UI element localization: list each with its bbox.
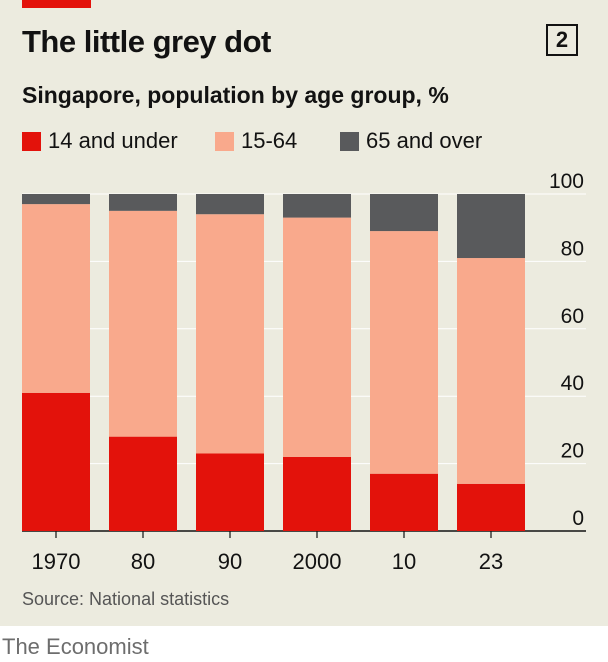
x-axis-tick-labels: 1970 80 90 2000 10 23 <box>32 531 503 574</box>
stacked-bar-chart: 0 20 40 60 80 100 1970 80 90 2000 10 23 <box>22 170 586 574</box>
chart-title: The little grey dot <box>22 24 271 59</box>
bar-2000-65-and-over <box>283 194 351 218</box>
legend-label-65-and-over: 65 and over <box>366 128 483 153</box>
bar-90-15-64 <box>196 214 264 454</box>
bar-10-65-and-over <box>370 194 438 232</box>
bar-80-65-and-over <box>109 194 177 211</box>
x-tick-label-2000: 2000 <box>293 549 342 574</box>
bar-1970-15-64 <box>22 204 90 393</box>
legend-label-under-14: 14 and under <box>48 128 178 153</box>
legend-label-15-64: 15-64 <box>241 128 298 153</box>
y-tick-label-40: 40 <box>561 372 584 395</box>
legend-item-under-14: 14 and under <box>22 128 178 154</box>
x-tick-label-23: 23 <box>479 549 503 574</box>
bar-2000-14-and-under <box>283 456 351 531</box>
bar-90-14-and-under <box>196 453 264 531</box>
y-tick-label-60: 60 <box>561 305 584 328</box>
y-tick-label-20: 20 <box>561 440 584 463</box>
legend-item-65-and-over: 65 and over <box>340 128 482 154</box>
bar-1970-65-and-over <box>22 194 90 205</box>
legend-swatch-15-64 <box>215 131 234 151</box>
legend-item-15-64: 15-64 <box>215 128 297 154</box>
x-tick-label-80: 80 <box>131 549 155 574</box>
y-tick-label-100: 100 <box>549 170 584 193</box>
x-tick-label-10: 10 <box>392 549 416 574</box>
bar-90-65-and-over <box>196 194 264 215</box>
x-tick-label-90: 90 <box>218 549 242 574</box>
chart-number-badge: 2 <box>546 24 578 56</box>
accent-bar <box>22 0 91 8</box>
y-tick-label-0: 0 <box>572 507 584 530</box>
bar-10-15-64 <box>370 231 438 474</box>
bar-2000-15-64 <box>283 217 351 457</box>
bar-80-15-64 <box>109 210 177 437</box>
bar-1970-14-and-under <box>22 392 90 531</box>
bar-23-15-64 <box>457 258 525 484</box>
chart-subtitle: Singapore, population by age group, % <box>22 82 449 108</box>
source-note: Source: National statistics <box>22 589 230 609</box>
bar-10-14-and-under <box>370 473 438 531</box>
bar-23-14-and-under <box>457 483 525 531</box>
brand-label: The Economist <box>2 634 149 659</box>
legend-swatch-under-14 <box>22 131 41 151</box>
bar-80-14-and-under <box>109 436 177 531</box>
x-tick-label-1970: 1970 <box>32 549 81 574</box>
legend-swatch-65-and-over <box>340 131 359 151</box>
y-tick-label-80: 80 <box>561 237 584 260</box>
bar-23-65-and-over <box>457 194 525 259</box>
y-axis-tick-labels: 0 20 40 60 80 100 <box>549 170 584 530</box>
bars <box>22 194 525 531</box>
